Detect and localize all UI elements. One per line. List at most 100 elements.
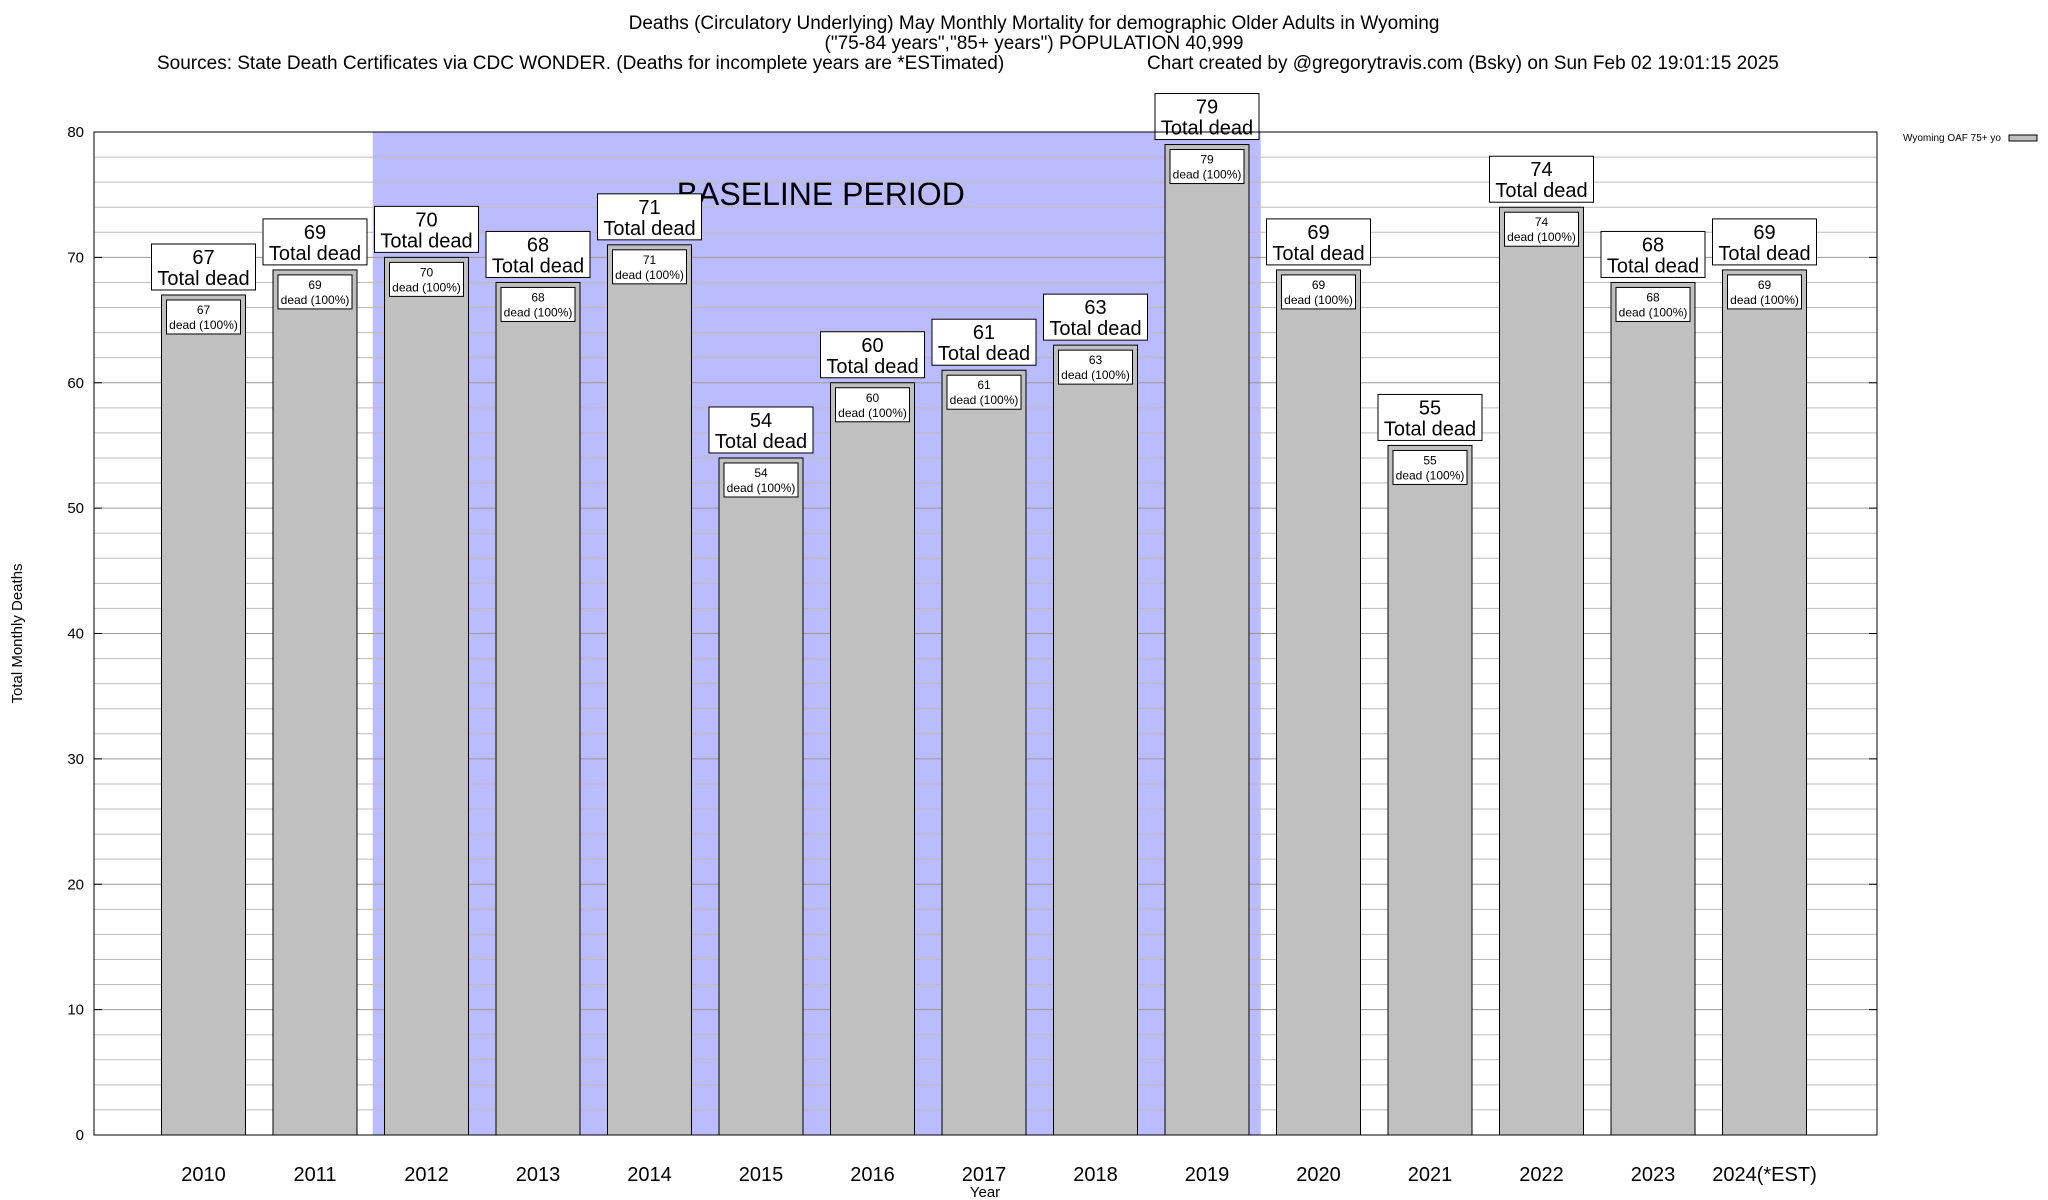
y-tick-label: 60 (67, 375, 84, 392)
bar-total-text: Total dead (157, 268, 249, 290)
x-tick-label: 2018 (1073, 1164, 1118, 1186)
bar-2019 (1164, 144, 1250, 1136)
bar-inner-label-box (1504, 211, 1579, 247)
bar-total-label-box (1377, 393, 1483, 441)
bar-total-label-box (1266, 218, 1371, 266)
bar-2013 (495, 281, 581, 1136)
bar-inner-value: 54 (754, 466, 768, 480)
bar-inner-value: 61 (977, 378, 991, 392)
bar-2022 (1499, 206, 1584, 1136)
bar-total-value: 79 (1196, 97, 1218, 119)
bar-inner-value: 68 (531, 290, 545, 304)
x-tick-label: 2012 (404, 1164, 449, 1186)
bar-total-label-box (151, 243, 256, 291)
bar-2024(*EST) (1722, 269, 1807, 1136)
legend-swatch (2008, 134, 2038, 142)
bar-total-value: 54 (750, 410, 772, 432)
bar-inner-label-box (389, 261, 464, 297)
bar-inner-value: 68 (1646, 290, 1660, 304)
bar-total-value: 74 (1530, 159, 1552, 181)
bar-total-value: 68 (527, 234, 549, 256)
bar-total-text: Total dead (1049, 318, 1141, 340)
bar-inner-value: 69 (308, 278, 322, 292)
bar-inner-value: 79 (1200, 153, 1214, 167)
bar-inner-pct: dead (100%) (1173, 168, 1242, 182)
bar-total-label-box (485, 230, 591, 278)
x-tick-label: 2020 (1296, 1164, 1341, 1186)
x-tick-label: 2013 (516, 1164, 561, 1186)
bar-inner-pct: dead (100%) (1284, 293, 1353, 307)
bar-total-text: Total dead (1718, 243, 1810, 265)
bar-2012 (384, 256, 469, 1136)
bar-inner-value: 74 (1535, 215, 1549, 229)
bar-inner-pct: dead (100%) (950, 393, 1019, 407)
bar-inner-pct: dead (100%) (1507, 230, 1576, 244)
bar-inner-label-box (1281, 274, 1356, 310)
x-tick-label: 2022 (1519, 1164, 1564, 1186)
x-tick-label: 2024(*EST) (1712, 1164, 1817, 1186)
bar-2014 (607, 244, 692, 1136)
bar-inner-pct: dead (100%) (392, 280, 461, 294)
bar-total-label-box (1489, 155, 1594, 203)
x-tick-label: 2019 (1185, 1164, 1230, 1186)
bar-total-label-box (708, 406, 814, 454)
bar-inner-value: 63 (1089, 353, 1103, 367)
bar-total-value: 61 (973, 322, 995, 344)
x-tick-label: 2011 (293, 1164, 336, 1186)
bar-total-text: Total dead (492, 255, 584, 277)
chart-credit: Chart created by @gregorytravis.com (Bsk… (1147, 53, 1779, 74)
bar-total-text: Total dead (603, 218, 695, 240)
bar-2016 (830, 382, 915, 1136)
bar-inner-value: 70 (420, 265, 434, 279)
bar-2023 (1610, 281, 1696, 1136)
bar-total-text: Total dead (269, 243, 361, 265)
bar-inner-pct: dead (100%) (1619, 305, 1688, 319)
bar-2011 (272, 269, 358, 1136)
bar-inner-label-box (500, 286, 576, 322)
bar-total-value: 71 (638, 197, 660, 219)
baseline-period-label: BASELINE PERIOD (677, 176, 965, 212)
y-tick-label: 50 (67, 500, 84, 517)
bar-inner-label-box (166, 299, 241, 335)
bar-inner-pct: dead (100%) (504, 305, 573, 319)
bar-inner-label-box (835, 387, 910, 423)
bar-total-value: 60 (861, 335, 883, 357)
bar-inner-pct: dead (100%) (1730, 293, 1799, 307)
x-tick-label: 2014 (627, 1164, 672, 1186)
y-tick-label: 0 (76, 1127, 84, 1144)
chart-sources: Sources: State Death Certificates via CD… (157, 53, 1005, 74)
bar-inner-pct: dead (100%) (169, 318, 238, 332)
bar-inner-pct: dead (100%) (615, 268, 684, 282)
bar-total-text: Total dead (1384, 418, 1476, 440)
bar-inner-pct: dead (100%) (727, 481, 796, 495)
bar-2010 (161, 294, 246, 1136)
bar-inner-pct: dead (100%) (1396, 468, 1465, 482)
bar-total-text: Total dead (380, 230, 472, 252)
bar-inner-value: 71 (643, 253, 657, 267)
x-tick-label: 2015 (739, 1164, 784, 1186)
x-tick-label: 2016 (850, 1164, 895, 1186)
y-tick-label: 80 (67, 124, 84, 141)
bar-inner-pct: dead (100%) (1061, 368, 1130, 382)
bar-total-value: 69 (1753, 222, 1775, 244)
chart-subtitle: ("75-84 years","85+ years") POPULATION 4… (824, 33, 1244, 54)
legend-label: Wyoming OAF 75+ yo (1903, 133, 2001, 144)
bar-inner-value: 67 (197, 303, 211, 317)
bar-total-text: Total dead (1161, 118, 1253, 140)
bar-inner-label-box (946, 374, 1022, 410)
bar-total-text: Total dead (826, 356, 918, 378)
bar-inner-value: 69 (1312, 278, 1326, 292)
bar-total-label-box (1043, 293, 1148, 341)
x-tick-label: 2021 (1408, 1164, 1453, 1186)
bar-inner-value: 69 (1758, 278, 1772, 292)
bar-2020 (1276, 269, 1361, 1136)
bar-total-value: 69 (304, 222, 326, 244)
bar-inner-pct: dead (100%) (281, 293, 350, 307)
x-axis-label: Year (970, 1184, 1000, 1200)
bar-total-text: Total dead (1607, 255, 1699, 277)
bar-inner-label-box (612, 249, 687, 285)
bar-total-value: 63 (1084, 297, 1106, 319)
bar-2015 (718, 457, 804, 1136)
bar-2018 (1053, 344, 1138, 1136)
bar-inner-value: 55 (1423, 453, 1437, 467)
